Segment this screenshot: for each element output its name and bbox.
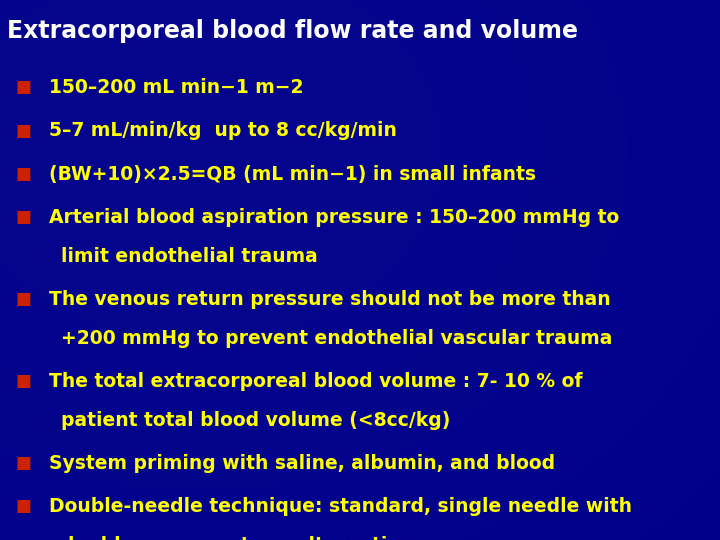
Text: ■: ■ [16, 372, 32, 390]
Text: patient total blood volume (<8cc/kg): patient total blood volume (<8cc/kg) [61, 411, 451, 430]
Text: The total extracorporeal blood volume : 7- 10 % of: The total extracorporeal blood volume : … [49, 372, 582, 391]
Text: Arterial blood aspiration pressure : 150–200 mmHg to: Arterial blood aspiration pressure : 150… [49, 208, 619, 227]
Text: The venous return pressure should not be more than: The venous return pressure should not be… [49, 290, 611, 309]
Text: ■: ■ [16, 78, 32, 96]
Text: Double-needle technique: standard, single needle with: Double-needle technique: standard, singl… [49, 497, 632, 516]
Text: System priming with saline, albumin, and blood: System priming with saline, albumin, and… [49, 454, 555, 473]
Text: limit endothelial trauma: limit endothelial trauma [61, 247, 318, 266]
Text: ■: ■ [16, 497, 32, 515]
Text: 150–200 mL min−1 m−2: 150–200 mL min−1 m−2 [49, 78, 303, 97]
Text: double pump system: alternative: double pump system: alternative [61, 536, 413, 540]
Text: +200 mmHg to prevent endothelial vascular trauma: +200 mmHg to prevent endothelial vascula… [61, 329, 613, 348]
Text: ■: ■ [16, 454, 32, 472]
Text: ■: ■ [16, 290, 32, 308]
Text: ■: ■ [16, 165, 32, 183]
Text: Extracorporeal blood flow rate and volume: Extracorporeal blood flow rate and volum… [7, 19, 578, 43]
Text: (BW+10)×2.5=QB (mL min−1) in small infants: (BW+10)×2.5=QB (mL min−1) in small infan… [49, 165, 536, 184]
Text: 5–7 mL/min/kg  up to 8 cc/kg/min: 5–7 mL/min/kg up to 8 cc/kg/min [49, 122, 397, 140]
Text: ■: ■ [16, 208, 32, 226]
Text: ■: ■ [16, 122, 32, 139]
